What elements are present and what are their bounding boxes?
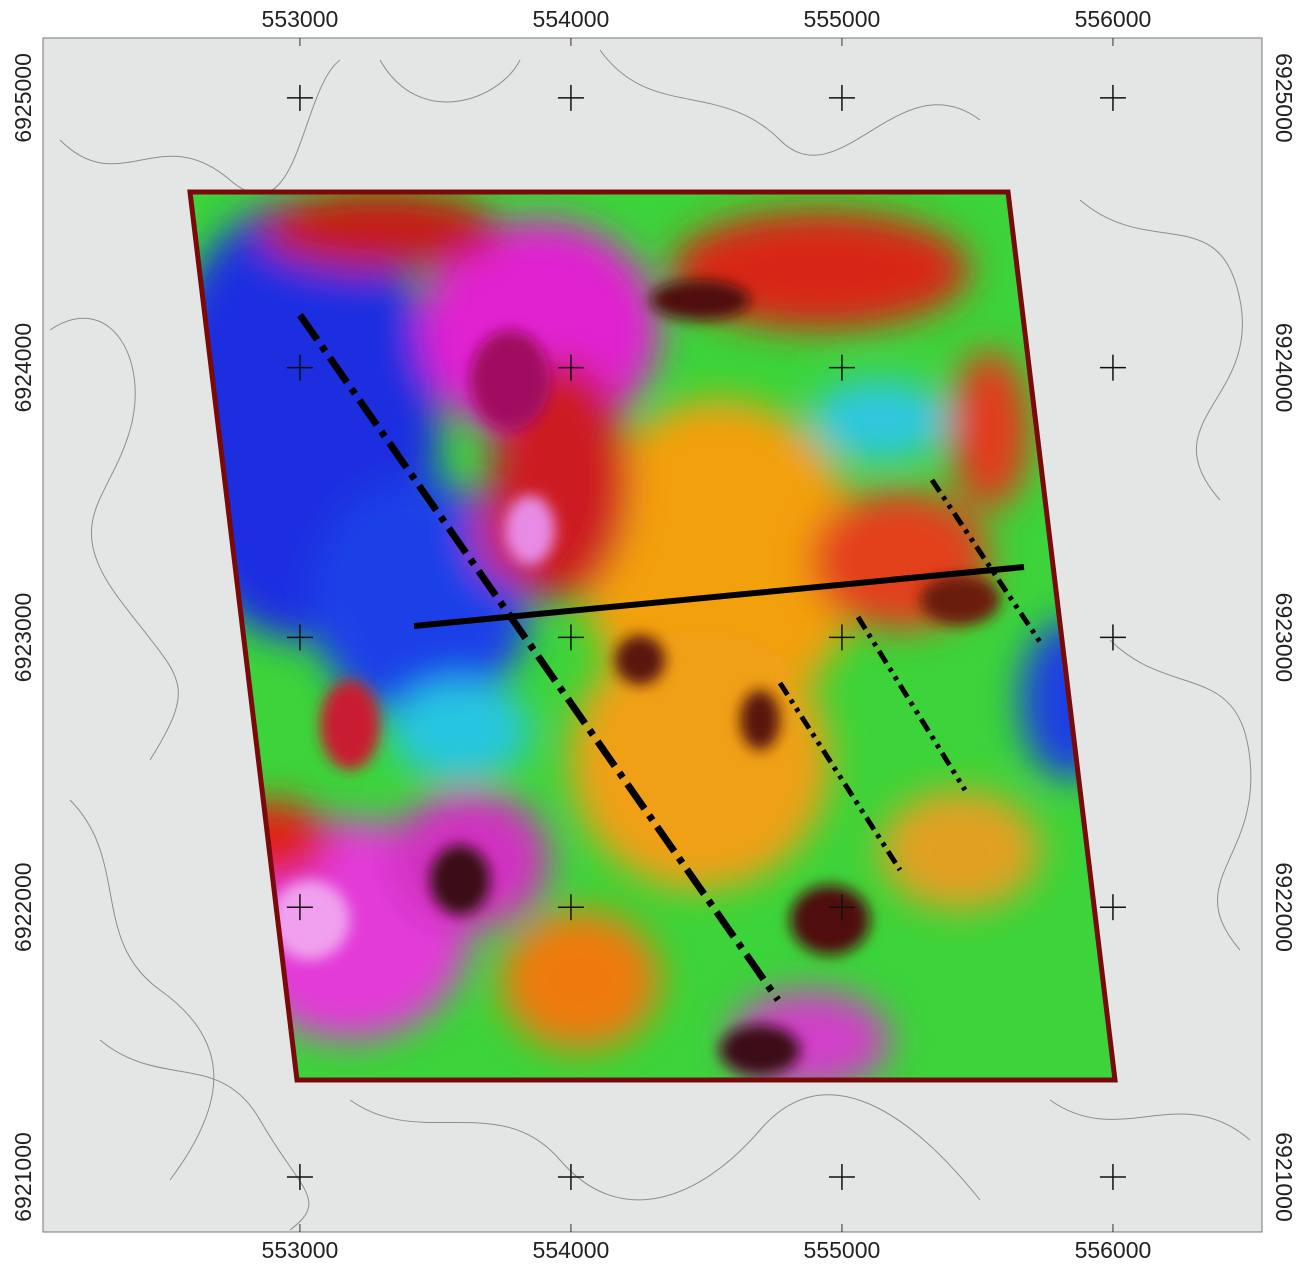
y-tick-label-right: 6921000 (1271, 1132, 1297, 1222)
fault-line (297, 312, 781, 1003)
survey-boundary (187, 189, 1118, 1083)
y-tick-label-right: 6922000 (1271, 862, 1297, 952)
y-tick-label-right: 6925000 (1271, 53, 1297, 143)
contours (49, 49, 1252, 1231)
y-tick-label-left: 6923000 (10, 593, 36, 683)
y-tick-label-left: 6921000 (10, 1132, 36, 1222)
x-tick-label-top: 555000 (804, 6, 881, 32)
y-tick-label-left: 6924000 (10, 323, 36, 413)
dyke-line (855, 615, 968, 792)
interpreted-lines (297, 312, 1045, 1003)
x-tick-label-top: 556000 (1075, 6, 1152, 32)
y-tick-label-left: 6925000 (10, 53, 36, 143)
x-tick-label-top: 553000 (262, 6, 339, 32)
x-tick-label-bottom: 554000 (533, 1237, 610, 1263)
x-tick-label-bottom: 556000 (1075, 1237, 1152, 1263)
dyke-line (929, 478, 1045, 647)
x-tick-label-top: 554000 (533, 6, 610, 32)
y-tick-label-right: 6923000 (1271, 593, 1297, 683)
x-tick-label-bottom: 555000 (804, 1237, 881, 1263)
x-tick-label-bottom: 553000 (262, 1237, 339, 1263)
y-tick-label-right: 6924000 (1271, 323, 1297, 413)
magnetic-raster (190, 192, 1115, 1080)
profile-line (413, 564, 1025, 629)
y-tick-label-left: 6922000 (10, 862, 36, 952)
dyke-line (777, 681, 903, 872)
